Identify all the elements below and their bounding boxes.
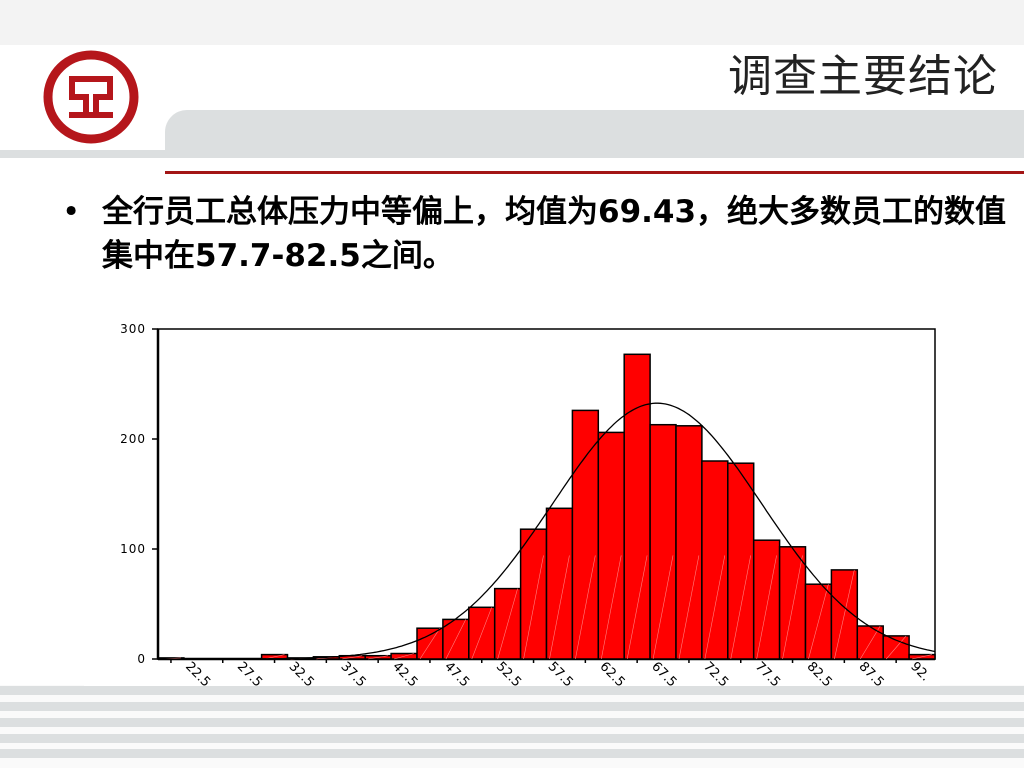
bar-hatch bbox=[808, 584, 829, 660]
bar-hatch bbox=[834, 569, 855, 660]
bar-hatch bbox=[756, 555, 777, 660]
y-tick-label: 0 bbox=[137, 652, 146, 666]
histogram-bar bbox=[545, 507, 574, 660]
y-tick-label: 200 bbox=[120, 432, 146, 446]
footer-stripe bbox=[0, 734, 1024, 743]
histogram-bar bbox=[778, 546, 807, 660]
bar-hatch bbox=[342, 655, 363, 660]
histogram-bar bbox=[752, 539, 781, 660]
header-gray-band-left bbox=[0, 150, 170, 158]
histogram-bar bbox=[675, 425, 703, 660]
x-tick-label: 92. bbox=[907, 659, 932, 684]
footer-stripe bbox=[0, 686, 1024, 695]
icbc-logo bbox=[43, 50, 139, 144]
footer-stripe bbox=[0, 718, 1024, 727]
bullet-point: • 全行员工总体压力中等偏上，均值为69.43，绝大多数员工的数值集中在57.7… bbox=[62, 190, 1012, 278]
bar-hatch bbox=[912, 654, 933, 660]
bar-hatch bbox=[497, 588, 518, 660]
bar-hatch bbox=[523, 555, 544, 660]
bullet-text: 全行员工总体压力中等偏上，均值为69.43，绝大多数员工的数值集中在57.7-8… bbox=[102, 194, 1007, 274]
header-red-divider bbox=[165, 171, 1024, 174]
histogram-bar bbox=[623, 353, 651, 660]
bar-hatch bbox=[782, 555, 803, 660]
bar-hatch bbox=[704, 555, 726, 660]
histogram-bar bbox=[701, 460, 729, 660]
bullet-dot: • bbox=[62, 194, 81, 230]
footer-stripe bbox=[0, 702, 1024, 711]
bar-hatch bbox=[549, 555, 570, 660]
bar-hatch bbox=[626, 555, 648, 660]
header-gray-band bbox=[165, 110, 1024, 158]
bar-hatch bbox=[730, 555, 751, 660]
histogram-bar bbox=[519, 528, 548, 660]
bar-hatch bbox=[368, 655, 389, 660]
slide-top-band bbox=[0, 0, 1024, 45]
histogram-bar bbox=[597, 431, 625, 660]
bar-hatch bbox=[885, 635, 907, 660]
histogram-chart: 0 100 200 300 22.5 27.5 32.5 37.5 42.5 47.5 52.5 57… bbox=[84, 318, 940, 690]
bar-hatch bbox=[394, 653, 415, 660]
bar-hatch bbox=[575, 555, 596, 660]
bar-hatch bbox=[419, 628, 441, 660]
slide-title: 调查主要结论 bbox=[728, 51, 998, 102]
histogram-bar bbox=[571, 409, 600, 660]
footer-stripe bbox=[0, 749, 1024, 758]
bar-hatch bbox=[445, 619, 467, 660]
y-tick-label: 100 bbox=[120, 542, 146, 556]
bar-hatch bbox=[471, 607, 492, 660]
bar-hatch bbox=[678, 555, 700, 660]
histogram-bar bbox=[649, 423, 677, 660]
y-tick-label: 300 bbox=[120, 322, 146, 336]
bar-hatch bbox=[652, 555, 674, 660]
normal-curve bbox=[158, 402, 936, 660]
bar-hatch bbox=[601, 555, 622, 660]
